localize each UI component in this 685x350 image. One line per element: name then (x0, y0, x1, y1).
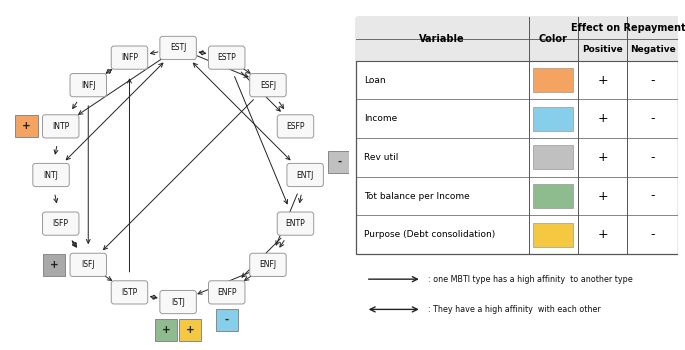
Text: Effect on Repayment: Effect on Repayment (571, 23, 685, 33)
FancyBboxPatch shape (328, 151, 351, 173)
FancyBboxPatch shape (277, 212, 314, 235)
Bar (534, 145, 573, 169)
Text: Negative: Negative (630, 46, 675, 54)
FancyBboxPatch shape (111, 46, 148, 69)
Text: -: - (651, 74, 655, 86)
Text: INFP: INFP (121, 53, 138, 62)
Bar (356, 17, 678, 61)
FancyBboxPatch shape (155, 318, 177, 341)
FancyBboxPatch shape (208, 281, 245, 304)
Text: Income: Income (364, 114, 397, 123)
Text: INFJ: INFJ (81, 80, 96, 90)
Text: Loan: Loan (364, 76, 386, 85)
Text: -: - (651, 112, 655, 125)
Text: +: + (162, 325, 171, 335)
Text: ESTP: ESTP (217, 53, 236, 62)
FancyBboxPatch shape (33, 163, 69, 187)
FancyBboxPatch shape (277, 115, 314, 138)
Text: +: + (597, 151, 608, 164)
Text: ESFJ: ESFJ (260, 80, 276, 90)
Text: INTP: INTP (52, 122, 69, 131)
Text: +: + (597, 112, 608, 125)
Text: ISFP: ISFP (53, 219, 68, 228)
Text: +: + (186, 325, 195, 335)
Text: Color: Color (539, 34, 568, 44)
FancyBboxPatch shape (160, 290, 197, 314)
Text: Rev util: Rev util (364, 153, 399, 162)
Bar (534, 107, 573, 131)
Text: +: + (22, 121, 31, 131)
Text: ISTJ: ISTJ (171, 298, 185, 307)
Bar (356, 17, 678, 254)
FancyBboxPatch shape (208, 46, 245, 69)
Bar (534, 184, 573, 208)
Text: +: + (358, 157, 367, 167)
Text: +: + (597, 228, 608, 241)
FancyBboxPatch shape (16, 116, 38, 138)
Text: ISTP: ISTP (121, 288, 138, 297)
Text: +: + (49, 260, 58, 270)
FancyBboxPatch shape (287, 163, 323, 187)
FancyBboxPatch shape (70, 253, 106, 276)
Bar (534, 68, 573, 92)
Text: Positive: Positive (582, 46, 623, 54)
FancyBboxPatch shape (351, 151, 373, 173)
Bar (534, 223, 573, 247)
FancyBboxPatch shape (42, 115, 79, 138)
Text: : one MBTI type has a high affinity  to another type: : one MBTI type has a high affinity to a… (428, 275, 633, 284)
Text: ENFJ: ENFJ (260, 260, 277, 270)
FancyBboxPatch shape (179, 318, 201, 341)
FancyBboxPatch shape (111, 281, 148, 304)
Text: ENTJ: ENTJ (297, 170, 314, 180)
Text: : They have a high affinity  with each other: : They have a high affinity with each ot… (428, 305, 601, 314)
Text: +: + (597, 189, 608, 203)
Text: -: - (225, 315, 229, 325)
FancyBboxPatch shape (250, 74, 286, 97)
Text: -: - (651, 151, 655, 164)
Text: -: - (651, 228, 655, 241)
Text: ISFJ: ISFJ (82, 260, 95, 270)
Text: +: + (597, 74, 608, 86)
FancyBboxPatch shape (216, 309, 238, 331)
Text: ESTJ: ESTJ (170, 43, 186, 52)
FancyBboxPatch shape (42, 212, 79, 235)
Text: ENFP: ENFP (217, 288, 236, 297)
Text: Variable: Variable (419, 34, 465, 44)
FancyBboxPatch shape (250, 253, 286, 276)
FancyBboxPatch shape (70, 74, 106, 97)
Text: INTJ: INTJ (44, 170, 58, 180)
Text: ESFP: ESFP (286, 122, 305, 131)
Text: Tot balance per Income: Tot balance per Income (364, 191, 470, 201)
Text: -: - (651, 189, 655, 203)
FancyBboxPatch shape (43, 254, 65, 276)
Text: Purpose (Debt consolidation): Purpose (Debt consolidation) (364, 230, 495, 239)
Text: ENTP: ENTP (286, 219, 306, 228)
FancyBboxPatch shape (160, 36, 197, 60)
Text: -: - (337, 157, 342, 167)
